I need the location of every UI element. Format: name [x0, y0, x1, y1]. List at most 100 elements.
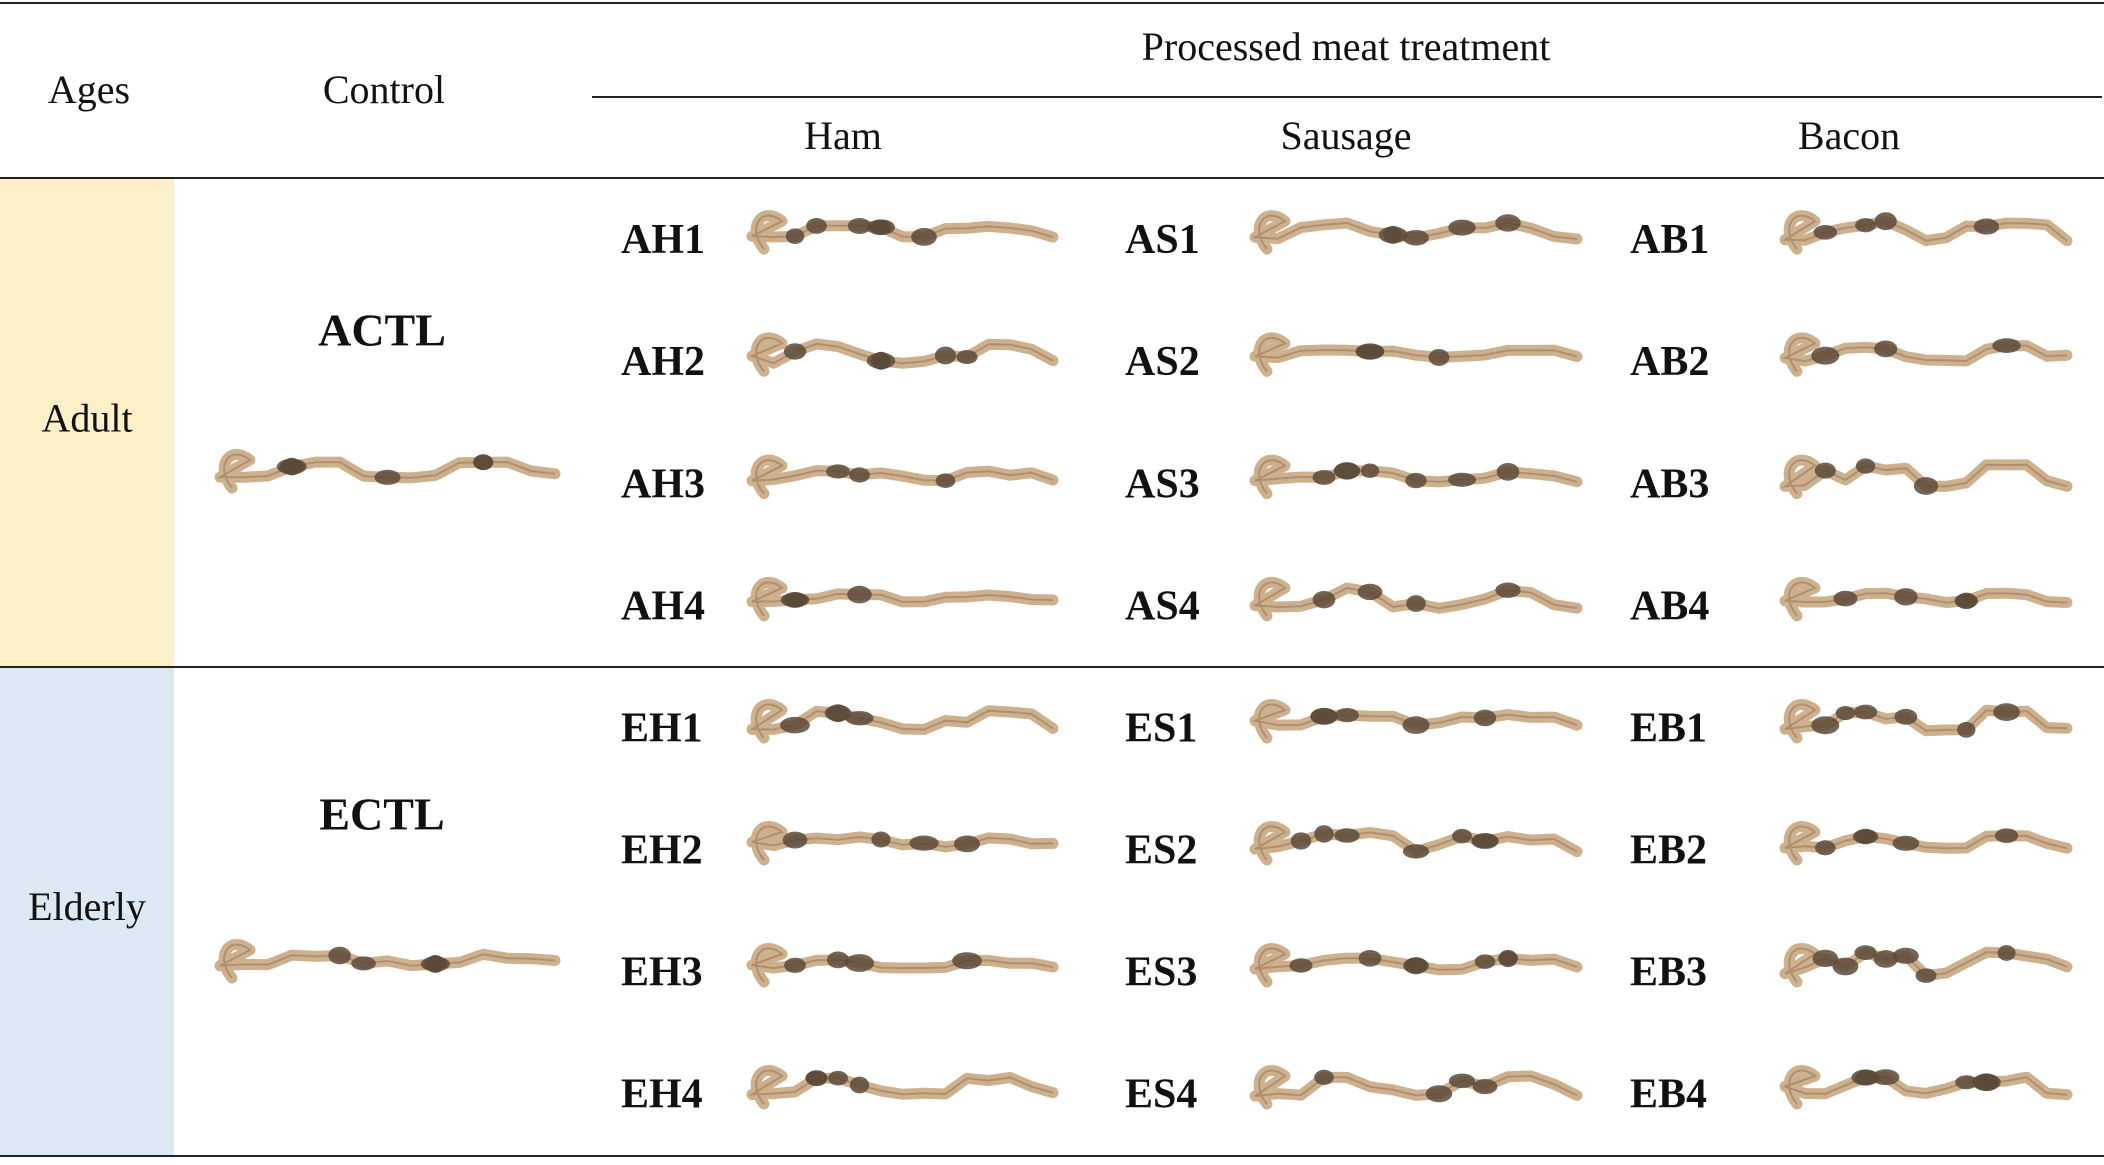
- pellet: [1892, 947, 1919, 964]
- sample-label: AH1: [621, 217, 705, 263]
- pellet: [935, 473, 956, 488]
- sample-label: AB2: [1630, 339, 1709, 385]
- colon-image: [746, 1065, 1059, 1110]
- pellet: [1874, 212, 1897, 231]
- pellet: [1474, 954, 1496, 969]
- pellet: [374, 469, 401, 485]
- pellet: [1496, 462, 1520, 481]
- sample-label: AH3: [621, 461, 705, 507]
- pellet: [1334, 462, 1360, 480]
- colon-edge: [1251, 581, 1578, 617]
- pellet: [328, 946, 351, 965]
- pellet: [806, 217, 827, 234]
- pellet: [1473, 709, 1497, 727]
- pellet: [1402, 844, 1430, 859]
- pellet: [934, 346, 957, 365]
- pellet: [828, 1070, 848, 1086]
- colon-image: [1249, 577, 1583, 622]
- colon-image: [746, 210, 1059, 255]
- pellet: [1894, 708, 1918, 725]
- pellet: [1957, 721, 1976, 738]
- header-control: Control: [323, 67, 445, 112]
- colon-edge: [1784, 947, 2068, 983]
- pellet: [845, 711, 874, 726]
- colon-body: [1779, 1065, 2073, 1110]
- colon-edge: [1784, 703, 2068, 739]
- pellet: [1428, 348, 1450, 366]
- pellet: [1873, 950, 1898, 968]
- age-label: Adult: [41, 396, 132, 441]
- sample-label: AH2: [621, 339, 705, 385]
- pellet: [351, 956, 376, 971]
- colon-edge: [1781, 337, 2068, 373]
- sample-label: EH1: [621, 706, 703, 752]
- pellet: [847, 585, 872, 604]
- sample-label: ES1: [1125, 706, 1197, 752]
- pellet: [1425, 1085, 1453, 1103]
- header-treatment: Processed meat treatment: [1142, 24, 1551, 69]
- colon-image: [746, 454, 1059, 500]
- colon-image: [1779, 454, 2073, 500]
- sample-label: AB4: [1630, 584, 1709, 630]
- header-ages: Ages: [48, 67, 130, 112]
- colon-edge: [1254, 337, 1578, 373]
- pellet: [1360, 463, 1380, 478]
- pellet: [824, 704, 852, 722]
- pellet: [849, 1076, 870, 1094]
- pellet: [1994, 828, 2019, 844]
- pellet: [1471, 833, 1499, 848]
- pellet: [956, 349, 978, 365]
- header-column: Bacon: [1798, 113, 1900, 158]
- pellet: [871, 831, 891, 848]
- age-label: Elderly: [28, 884, 146, 929]
- colon-edge: [1254, 947, 1578, 983]
- pellet: [1448, 219, 1476, 236]
- colon-edge: [751, 581, 1054, 617]
- pellet: [1447, 472, 1477, 487]
- pellet: [1314, 1069, 1334, 1085]
- control-label: ECTL: [319, 789, 444, 840]
- colon-image: [1249, 454, 1583, 500]
- pellet: [847, 217, 872, 234]
- pellet: [826, 951, 850, 969]
- sample-label: EB2: [1630, 828, 1707, 874]
- colon-body: [746, 1065, 1059, 1110]
- colon-image: [1779, 1065, 2073, 1110]
- pellet: [473, 454, 494, 471]
- control-label: ACTL: [318, 305, 446, 356]
- pellet: [1832, 957, 1859, 976]
- pellet: [1852, 829, 1879, 844]
- pellet: [844, 954, 875, 972]
- pellet: [1992, 338, 2021, 353]
- colon-image: [1249, 332, 1583, 377]
- pellet: [782, 592, 808, 608]
- sample-label: AB1: [1630, 217, 1709, 263]
- pellet: [1835, 706, 1856, 721]
- pellet: [1495, 582, 1521, 598]
- colon-image: [1249, 821, 1583, 866]
- sample-label: EH2: [621, 828, 703, 874]
- pellet: [785, 228, 805, 244]
- colon-edge: [1251, 703, 1578, 739]
- pellet: [1312, 469, 1336, 485]
- pellet: [805, 1070, 828, 1087]
- pellet: [1495, 214, 1521, 232]
- sample-label: EB3: [1630, 950, 1707, 996]
- sample-label: AS1: [1125, 217, 1200, 263]
- sample-label: EH3: [621, 950, 703, 996]
- pellet: [1853, 704, 1878, 720]
- pellet: [1833, 590, 1858, 607]
- pellet: [1851, 1069, 1880, 1086]
- pellet: [1855, 218, 1877, 233]
- pellet: [1403, 229, 1429, 246]
- colon-edge: [1784, 825, 2068, 861]
- pellet: [1358, 949, 1382, 967]
- colon-image: [214, 449, 561, 494]
- colon-image: [1779, 577, 2073, 622]
- pellet: [1289, 958, 1313, 973]
- colon-edge: [748, 1069, 1054, 1105]
- pellet: [1497, 951, 1519, 966]
- colon-image: [746, 943, 1059, 988]
- pellet: [1955, 592, 1977, 610]
